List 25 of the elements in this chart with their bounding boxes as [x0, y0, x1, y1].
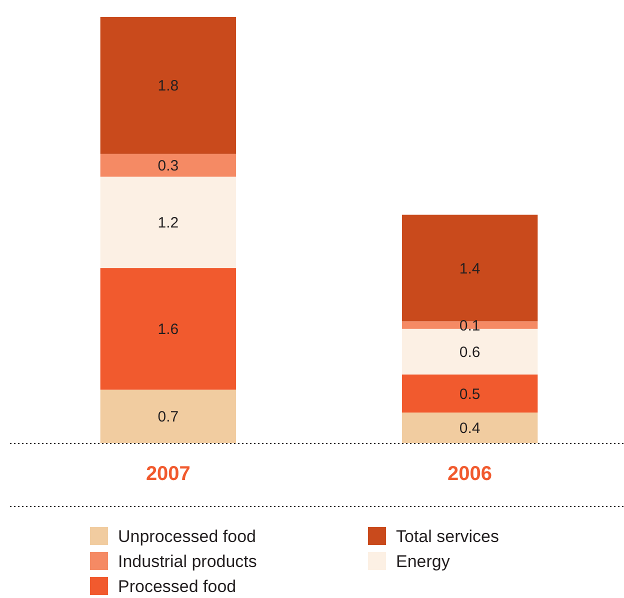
data-label: 0.5: [459, 386, 480, 403]
x-tick-label: 2006: [448, 463, 492, 485]
x-tick-label: 2007: [146, 463, 190, 485]
data-label: 0.6: [459, 344, 480, 361]
bar: [402, 412, 538, 443]
data-label: 0.3: [158, 158, 179, 175]
bar: [100, 154, 236, 177]
legend-label: Industrial products: [118, 552, 257, 571]
bar: [402, 374, 538, 413]
bar: [402, 214, 538, 322]
bar: [100, 17, 236, 154]
data-label: 1.2: [158, 214, 179, 232]
legend-label: Total services: [396, 526, 499, 546]
data-label: 0.7: [158, 408, 179, 426]
data-label: 1.6: [158, 321, 179, 338]
bar: [402, 321, 538, 329]
bar: [100, 176, 236, 268]
legend-label: Energy: [396, 552, 450, 571]
bar: [100, 268, 236, 390]
data-label: 0.4: [459, 420, 480, 438]
legend-label: Processed food: [118, 576, 236, 596]
data-label: 1.8: [158, 78, 179, 95]
legend-label: Unprocessed food: [118, 526, 256, 546]
data-label: 1.4: [459, 260, 480, 278]
bar: [100, 390, 236, 443]
